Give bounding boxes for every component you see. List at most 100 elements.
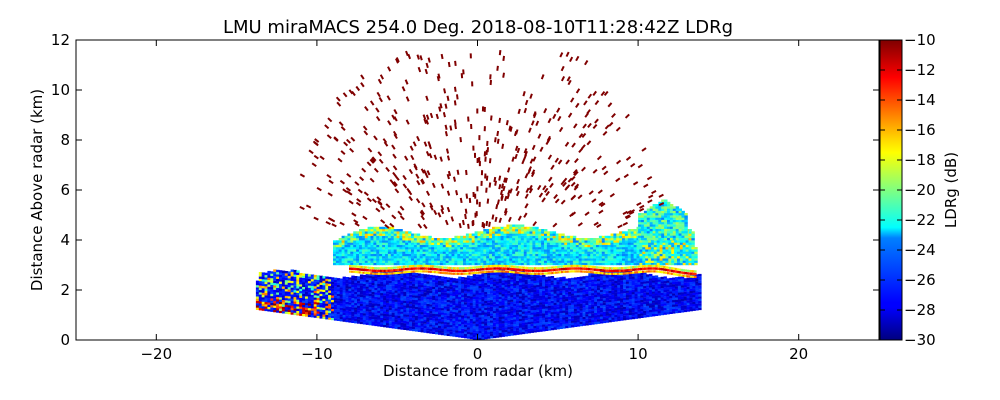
- rain-cell: [333, 304, 338, 308]
- rain-cell: [374, 276, 378, 279]
- rain-cell: [443, 292, 448, 296]
- rain-cell: [487, 277, 491, 281]
- cloud-cell: [506, 224, 510, 227]
- rain-cell: [284, 286, 289, 290]
- rain-cell: [591, 304, 595, 307]
- rain-cell: [371, 278, 375, 281]
- cloud-cell: [474, 249, 478, 252]
- rain-cell: [284, 307, 289, 310]
- rain-cell: [475, 310, 479, 313]
- rain-cell: [469, 334, 474, 337]
- cloud-cell: [471, 253, 476, 257]
- cloud-cell: [492, 244, 496, 248]
- rain-cell: [504, 298, 508, 301]
- rain-cell: [501, 280, 505, 283]
- rain-cell: [403, 320, 407, 324]
- cloud-cell: [506, 244, 510, 248]
- rain-cell: [472, 314, 477, 317]
- rain-cell: [420, 300, 424, 304]
- rain-cell: [634, 289, 638, 292]
- rain-cell: [406, 294, 410, 297]
- rain-cell: [365, 291, 370, 294]
- rain-cell: [495, 301, 500, 304]
- rain-cell: [351, 291, 355, 294]
- rain-cell: [322, 300, 326, 304]
- rain-cell: [484, 280, 488, 283]
- rain-cell: [380, 286, 384, 289]
- rain-cell: [345, 304, 349, 307]
- rain-cell: [481, 335, 485, 338]
- rain-cell: [492, 281, 497, 285]
- rain-cell: [449, 288, 453, 292]
- rain-cell: [594, 301, 598, 304]
- rain-cell: [518, 293, 523, 297]
- rain-cell: [507, 329, 511, 332]
- rain-cell: [614, 310, 618, 313]
- rain-cell: [446, 322, 451, 325]
- rain-cell: [279, 283, 283, 287]
- rain-cell: [446, 295, 451, 298]
- cloud-cell: [607, 235, 611, 239]
- rain-cell: [680, 310, 685, 313]
- rain-cell: [559, 313, 563, 316]
- rain-cell: [380, 317, 384, 321]
- rain-cell: [637, 282, 641, 285]
- rain-cell: [530, 292, 534, 295]
- cloud-cell: [503, 244, 507, 248]
- rain-cell: [469, 298, 474, 301]
- cloud-cell: [393, 256, 398, 259]
- rain-cell: [281, 270, 286, 273]
- rain-cell: [510, 292, 514, 296]
- rain-cell: [380, 275, 384, 278]
- cloud-cell: [379, 251, 383, 254]
- cloud-cell: [451, 258, 455, 261]
- rain-cell: [634, 284, 638, 288]
- rain-cell: [394, 319, 398, 323]
- rain-cell: [533, 318, 537, 322]
- rain-cell: [299, 275, 303, 278]
- rain-cell: [362, 315, 367, 318]
- rain-cell: [357, 289, 361, 293]
- rain-cell: [539, 300, 543, 303]
- rain-cell: [423, 296, 427, 300]
- rain-cell: [588, 291, 592, 294]
- rain-cell: [524, 320, 529, 323]
- rain-cell: [675, 292, 679, 296]
- rain-cell: [478, 333, 482, 336]
- rain-cell: [461, 319, 465, 323]
- rain-cell: [634, 298, 638, 301]
- rain-cell: [365, 315, 370, 319]
- rain-cell: [452, 300, 456, 303]
- rain-cell: [478, 324, 482, 327]
- rain-cell: [380, 311, 384, 314]
- rain-cell: [573, 313, 578, 316]
- cloud-cell: [379, 249, 383, 252]
- rain-cell: [539, 304, 543, 307]
- rain-cell: [518, 329, 523, 333]
- rain-cell: [695, 294, 699, 297]
- cloud-cell: [370, 238, 374, 241]
- rain-cell: [550, 325, 555, 328]
- rain-cell: [640, 279, 644, 282]
- cloud-cell: [419, 247, 424, 250]
- rain-cell: [513, 310, 517, 313]
- rain-cell: [545, 328, 549, 331]
- rain-cell: [651, 309, 656, 312]
- cloud-cell: [405, 233, 409, 236]
- rain-cell: [281, 275, 286, 278]
- rain-cell: [571, 280, 575, 283]
- rain-cell: [414, 324, 419, 328]
- rain-cell: [429, 281, 433, 285]
- rain-cell: [322, 303, 326, 306]
- rain-cell: [377, 288, 381, 291]
- rain-cell: [556, 324, 560, 328]
- rain-cell: [498, 310, 503, 313]
- rain-cell: [380, 313, 384, 316]
- cloud-cell: [616, 251, 620, 254]
- rain-cell: [507, 295, 511, 298]
- rain-cell: [614, 312, 618, 315]
- cloud-cell: [373, 247, 377, 250]
- rain-cell: [669, 277, 673, 281]
- cloud-cell: [497, 238, 502, 241]
- cloud-cell: [353, 253, 357, 257]
